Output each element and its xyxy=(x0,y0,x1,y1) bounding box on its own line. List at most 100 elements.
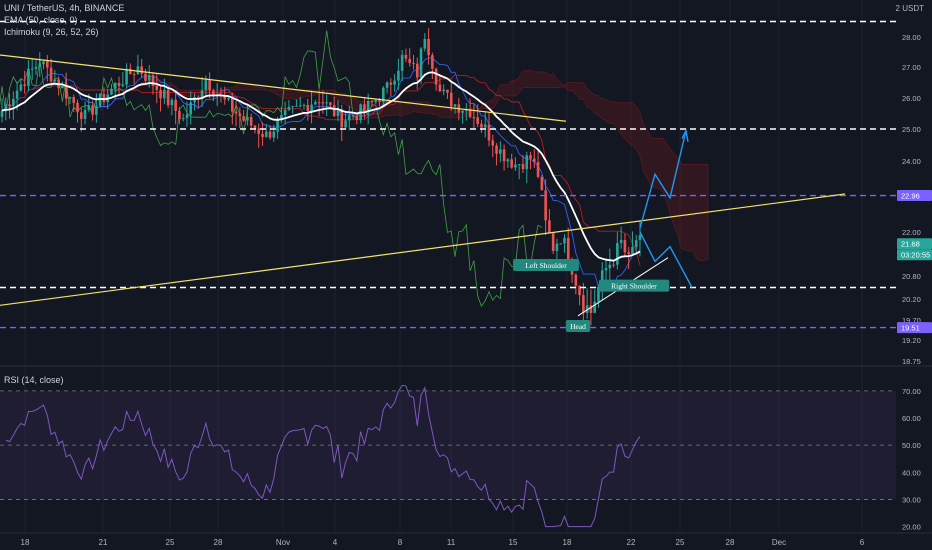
candle-body xyxy=(257,128,261,134)
candle-body xyxy=(638,235,642,241)
candle xyxy=(336,100,340,122)
candle-body xyxy=(30,68,34,70)
annotation-background xyxy=(513,259,579,271)
candle-body xyxy=(129,68,132,75)
price-badge: 19.51 xyxy=(897,322,932,334)
price-badge-background xyxy=(897,190,932,202)
annotation-label: Head xyxy=(565,320,591,332)
candle-body xyxy=(38,64,42,67)
candle-body xyxy=(612,264,615,266)
candle xyxy=(83,101,87,125)
candle xyxy=(525,151,529,184)
bullish-projection xyxy=(639,130,687,229)
candle-body xyxy=(95,105,98,115)
candle xyxy=(536,149,540,179)
candle-body xyxy=(623,240,627,253)
candle xyxy=(612,260,615,268)
price-tick-label: 24.00 xyxy=(902,157,921,166)
annotation-background xyxy=(598,279,670,292)
rsi-axis[interactable]: 70.00 60.00 50.00 40.00 30.00 20.00 xyxy=(902,387,921,532)
rsi-tick-label: 60.00 xyxy=(902,414,921,423)
time-tick-label: 18 xyxy=(21,538,30,547)
candle-body xyxy=(197,97,200,99)
candle-body xyxy=(46,61,49,68)
symbol-legend[interactable]: UNI / TetherUS, 4h, BINANCE xyxy=(4,3,125,13)
candle-body xyxy=(15,90,19,99)
candle xyxy=(295,99,298,107)
candle-body xyxy=(551,233,555,251)
candle-body xyxy=(604,268,608,271)
candle xyxy=(283,101,287,125)
candle xyxy=(76,99,79,123)
candle-body xyxy=(23,84,26,86)
price-badge-background xyxy=(897,249,932,261)
candle-body xyxy=(589,305,593,313)
candle xyxy=(608,248,612,284)
candle-body xyxy=(400,54,404,71)
candle-body xyxy=(351,115,355,117)
time-tick-label: 25 xyxy=(676,538,685,547)
candle-body xyxy=(619,240,623,244)
candle-body xyxy=(8,104,11,107)
price-axis[interactable]: 28.0027.0026.0025.0024.0023.0022.0020.80… xyxy=(897,0,932,366)
candle-body xyxy=(510,159,513,168)
candle-body xyxy=(514,164,517,168)
candle-body xyxy=(385,82,389,88)
candle-body xyxy=(117,82,121,86)
candle-body xyxy=(627,252,630,254)
price-pane-background xyxy=(0,0,896,365)
candle-body xyxy=(151,75,155,86)
rsi-legend[interactable]: RSI (14, close) xyxy=(4,375,64,385)
time-axis[interactable]: 18 21 25 28 Nov 4 8 11 15 18 22 25 28 Dec 6 xyxy=(21,538,865,547)
candle xyxy=(249,113,253,130)
candle xyxy=(246,104,249,126)
candle-body xyxy=(378,100,381,102)
candle-body xyxy=(181,118,185,120)
rsi-pane[interactable] xyxy=(0,384,896,528)
candle-body xyxy=(272,131,276,138)
candle xyxy=(532,149,536,168)
candle-body xyxy=(242,116,245,121)
candle-body xyxy=(102,94,106,103)
candle xyxy=(449,82,453,112)
candle-body xyxy=(502,149,506,162)
candle-body xyxy=(344,120,347,128)
candle-body xyxy=(434,68,438,85)
candle xyxy=(529,151,532,170)
ichimoku-legend[interactable]: Ichimoku (9, 26, 52, 26) xyxy=(4,27,99,37)
candle-body xyxy=(616,243,619,265)
price-axis-background xyxy=(897,0,932,366)
candle xyxy=(72,94,76,113)
candle xyxy=(540,174,544,191)
currency-unit: 2 USDT xyxy=(895,4,924,13)
candle xyxy=(197,95,200,109)
candle xyxy=(261,122,264,146)
candle xyxy=(374,98,378,104)
candle xyxy=(27,60,30,92)
candle xyxy=(574,273,578,295)
price-pane[interactable]: Left Shoulder Head Right Shoulder xyxy=(0,0,896,532)
annotation-text: Left Shoulder xyxy=(525,261,567,270)
ema-legend[interactable]: EMA (50, close, 0) xyxy=(4,15,78,25)
candle-body xyxy=(468,109,472,118)
candle-body xyxy=(495,145,498,154)
candle xyxy=(174,91,177,125)
candle-body xyxy=(42,61,45,65)
candle-body xyxy=(174,99,177,111)
candle-body xyxy=(499,149,502,154)
candle-body xyxy=(419,48,423,78)
candle-body xyxy=(178,110,181,120)
candle xyxy=(64,72,68,106)
price-badge: 21.68 xyxy=(897,238,932,250)
candle-body xyxy=(49,67,53,82)
candle-body xyxy=(27,68,30,86)
candle xyxy=(582,282,585,326)
candle-body xyxy=(336,109,340,117)
candle xyxy=(91,100,94,121)
candle xyxy=(257,123,261,148)
candle-body xyxy=(397,70,400,81)
candle xyxy=(325,94,328,117)
candle xyxy=(200,76,204,107)
candle xyxy=(423,33,427,52)
